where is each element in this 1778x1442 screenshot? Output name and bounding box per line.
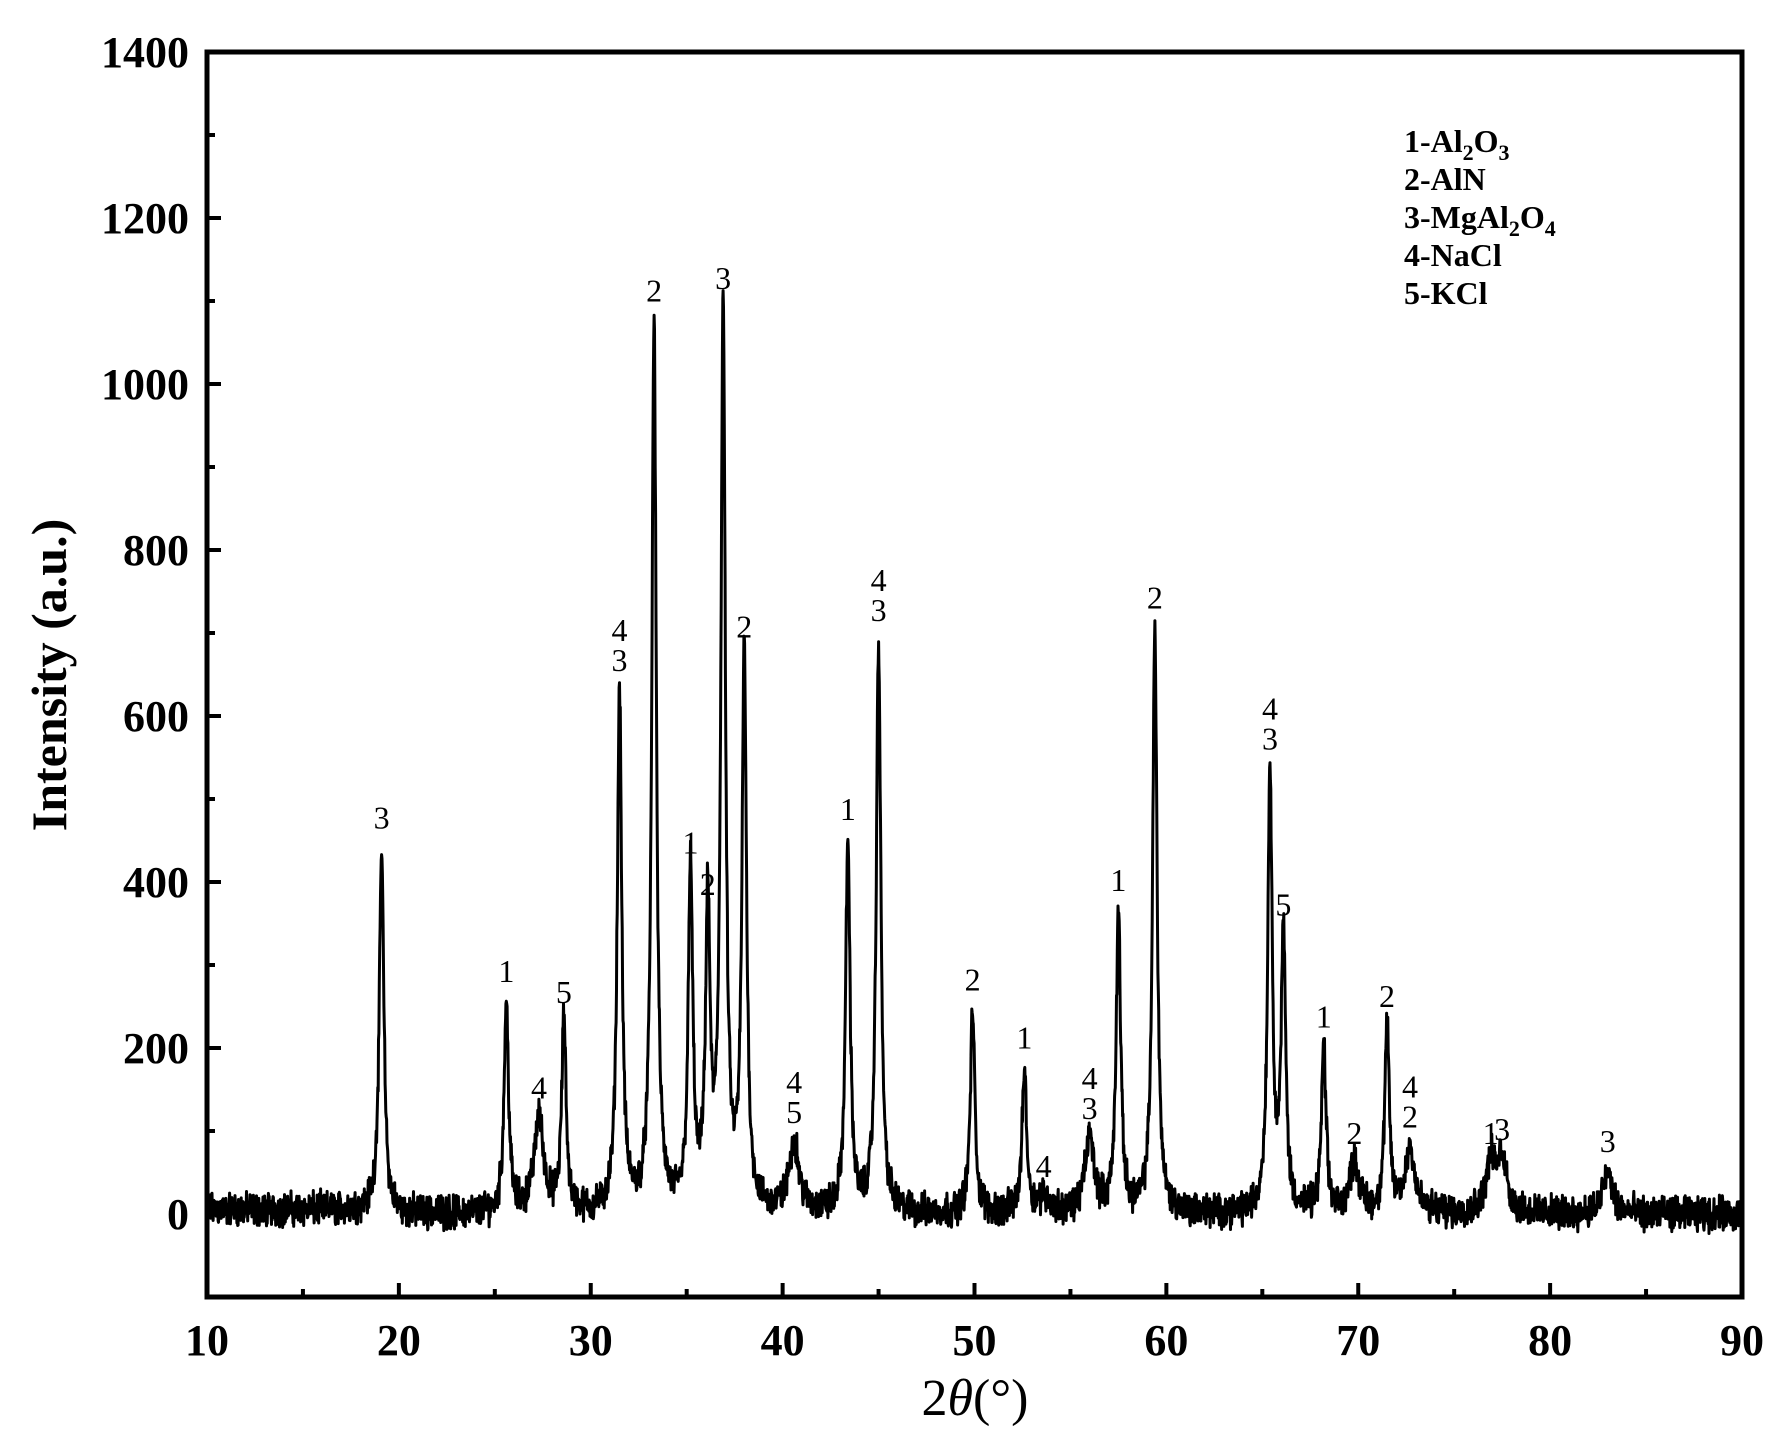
peak-label: 4: [871, 562, 887, 598]
peak-label: 3: [1262, 721, 1278, 757]
peak-label: 2: [1147, 580, 1163, 616]
peak-label: 4: [1036, 1148, 1052, 1184]
x-tick-label: 40: [761, 1316, 805, 1365]
legend-entry: 3-MgAl2O4: [1404, 199, 1556, 241]
peak-label: 3: [1082, 1090, 1098, 1126]
x-tick-label: 20: [377, 1316, 421, 1365]
y-tick-label: 400: [123, 858, 189, 907]
tick-labels: 10 20 30 40 50 60 70 80 90 0 200 400 600 800 1000 1200 1…: [101, 28, 1764, 1365]
peak-label: 3: [715, 260, 731, 296]
legend-entry: 2-AlN: [1404, 161, 1486, 197]
y-tick-label: 1400: [101, 28, 189, 77]
x-tick-label: 80: [1528, 1316, 1572, 1365]
y-tick-label: 600: [123, 692, 189, 741]
peak-label: 4: [1262, 691, 1278, 727]
peak-label: 2: [1346, 1115, 1362, 1151]
peak-label: 2: [965, 961, 981, 997]
peak-label: 3: [1600, 1123, 1616, 1159]
peak-label: 2: [1379, 978, 1395, 1014]
peak-label: 1: [683, 824, 699, 860]
peak-label: 1: [1483, 1115, 1499, 1151]
peak-label: 2: [736, 609, 752, 645]
x-tick-label: 90: [1720, 1316, 1764, 1365]
peak-label: 4: [1082, 1060, 1098, 1096]
peak-label: 1: [1016, 1019, 1032, 1055]
plot-frame: [204, 49, 1745, 1300]
peak-label: 4: [531, 1069, 547, 1105]
x-axis-title: 2θ(°): [922, 1370, 1029, 1427]
peak-label: 4: [786, 1064, 802, 1100]
peak-label: 1: [1316, 999, 1332, 1035]
y-tick-label: 200: [123, 1024, 189, 1073]
peak-label: 2: [1402, 1098, 1418, 1134]
x-tick-label: 50: [953, 1316, 997, 1365]
legend-entry: 4-NaCl: [1404, 237, 1502, 273]
x-axis-title-symbol: θ: [948, 1370, 974, 1427]
peak-label: 3: [1494, 1111, 1510, 1147]
peak-label: 2: [646, 272, 662, 308]
peak-label: 1: [498, 953, 514, 989]
peak-label: 1: [1110, 862, 1126, 898]
peak-label: 2: [700, 866, 716, 902]
y-tick-label: 0: [167, 1190, 189, 1239]
peak-label: 5: [786, 1094, 802, 1130]
peak-label: 1: [840, 791, 856, 827]
peak-label: 4: [1402, 1068, 1418, 1104]
x-tick-label: 70: [1336, 1316, 1380, 1365]
y-tick-label: 800: [123, 526, 189, 575]
peak-label: 3: [871, 592, 887, 628]
legend-entry: 5-KCl: [1404, 275, 1488, 311]
peak-label: 5: [1275, 887, 1291, 923]
y-tick-label: 1200: [101, 194, 189, 243]
xrd-pattern-line: [205, 289, 1744, 1235]
x-tick-label: 30: [569, 1316, 613, 1365]
peak-label: 5: [556, 974, 572, 1010]
y-tick-label: 1000: [101, 360, 189, 409]
y-axis-title: Intensity (a.u.): [21, 519, 77, 832]
x-axis-title-prefix: 2: [922, 1370, 948, 1427]
peak-label: 4: [612, 612, 628, 648]
legend-entry: 1-Al2O3: [1404, 123, 1510, 165]
peak-label: 3: [612, 642, 628, 678]
peak-label: 3: [374, 800, 390, 836]
x-tick-label: 10: [185, 1316, 229, 1365]
x-axis-title-suffix: (°): [973, 1370, 1028, 1427]
x-tick-label: 60: [1144, 1316, 1188, 1365]
